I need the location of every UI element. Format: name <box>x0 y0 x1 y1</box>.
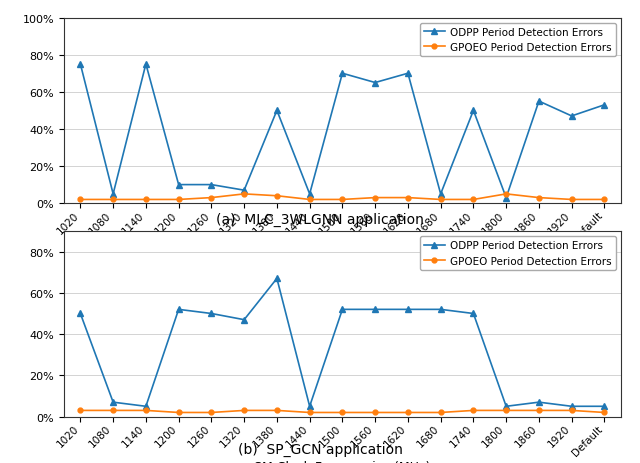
ODPP Period Detection Errors <box>404 71 412 77</box>
ODPP Period Detection Errors <box>207 311 215 317</box>
ODPP Period Detection Errors <box>240 188 248 194</box>
GPOEO Period Detection Errors <box>306 410 314 415</box>
X-axis label: SM Clock Frequencies (MHz): SM Clock Frequencies (MHz) <box>254 460 431 463</box>
GPOEO Period Detection Errors <box>371 410 379 415</box>
GPOEO Period Detection Errors <box>109 197 117 203</box>
GPOEO Period Detection Errors <box>207 410 215 415</box>
GPOEO Period Detection Errors <box>404 195 412 201</box>
Line: GPOEO Period Detection Errors: GPOEO Period Detection Errors <box>78 192 607 202</box>
ODPP Period Detection Errors <box>175 307 182 313</box>
ODPP Period Detection Errors <box>77 62 84 68</box>
ODPP Period Detection Errors <box>142 404 150 409</box>
ODPP Period Detection Errors <box>568 114 575 119</box>
GPOEO Period Detection Errors <box>437 197 445 203</box>
ODPP Period Detection Errors <box>568 404 575 409</box>
ODPP Period Detection Errors <box>207 182 215 188</box>
ODPP Period Detection Errors <box>306 404 314 409</box>
Text: (a)  MLC_3WLGNN application: (a) MLC_3WLGNN application <box>216 213 424 227</box>
GPOEO Period Detection Errors <box>207 195 215 201</box>
ODPP Period Detection Errors <box>600 404 608 409</box>
GPOEO Period Detection Errors <box>470 408 477 413</box>
ODPP Period Detection Errors <box>502 195 510 201</box>
GPOEO Period Detection Errors <box>109 408 117 413</box>
GPOEO Period Detection Errors <box>273 194 281 199</box>
GPOEO Period Detection Errors <box>535 408 543 413</box>
GPOEO Period Detection Errors <box>77 197 84 203</box>
ODPP Period Detection Errors <box>535 400 543 405</box>
ODPP Period Detection Errors <box>437 307 445 313</box>
GPOEO Period Detection Errors <box>404 410 412 415</box>
ODPP Period Detection Errors <box>437 192 445 197</box>
Line: ODPP Period Detection Errors: ODPP Period Detection Errors <box>77 276 607 409</box>
GPOEO Period Detection Errors <box>339 197 346 203</box>
GPOEO Period Detection Errors <box>437 410 445 415</box>
GPOEO Period Detection Errors <box>77 408 84 413</box>
ODPP Period Detection Errors <box>339 307 346 313</box>
Legend: ODPP Period Detection Errors, GPOEO Period Detection Errors: ODPP Period Detection Errors, GPOEO Peri… <box>420 24 616 57</box>
ODPP Period Detection Errors <box>470 311 477 317</box>
Legend: ODPP Period Detection Errors, GPOEO Period Detection Errors: ODPP Period Detection Errors, GPOEO Peri… <box>420 237 616 270</box>
ODPP Period Detection Errors <box>273 108 281 114</box>
ODPP Period Detection Errors <box>175 182 182 188</box>
GPOEO Period Detection Errors <box>502 408 510 413</box>
ODPP Period Detection Errors <box>240 317 248 323</box>
ODPP Period Detection Errors <box>600 103 608 108</box>
GPOEO Period Detection Errors <box>142 408 150 413</box>
GPOEO Period Detection Errors <box>240 408 248 413</box>
GPOEO Period Detection Errors <box>568 408 575 413</box>
GPOEO Period Detection Errors <box>142 197 150 203</box>
GPOEO Period Detection Errors <box>502 192 510 197</box>
ODPP Period Detection Errors <box>502 404 510 409</box>
ODPP Period Detection Errors <box>109 192 117 197</box>
GPOEO Period Detection Errors <box>568 197 575 203</box>
ODPP Period Detection Errors <box>404 307 412 313</box>
GPOEO Period Detection Errors <box>240 192 248 197</box>
ODPP Period Detection Errors <box>339 71 346 77</box>
GPOEO Period Detection Errors <box>600 197 608 203</box>
ODPP Period Detection Errors <box>273 276 281 282</box>
GPOEO Period Detection Errors <box>306 197 314 203</box>
ODPP Period Detection Errors <box>142 62 150 68</box>
ODPP Period Detection Errors <box>371 307 379 313</box>
X-axis label: SM Clock Frequencies (MHz): SM Clock Frequencies (MHz) <box>254 247 431 260</box>
GPOEO Period Detection Errors <box>175 197 182 203</box>
GPOEO Period Detection Errors <box>339 410 346 415</box>
ODPP Period Detection Errors <box>470 108 477 114</box>
GPOEO Period Detection Errors <box>535 195 543 201</box>
GPOEO Period Detection Errors <box>470 197 477 203</box>
Line: GPOEO Period Detection Errors: GPOEO Period Detection Errors <box>78 408 607 415</box>
GPOEO Period Detection Errors <box>600 410 608 415</box>
GPOEO Period Detection Errors <box>273 408 281 413</box>
Line: ODPP Period Detection Errors: ODPP Period Detection Errors <box>77 62 607 201</box>
GPOEO Period Detection Errors <box>371 195 379 201</box>
ODPP Period Detection Errors <box>77 311 84 317</box>
GPOEO Period Detection Errors <box>175 410 182 415</box>
ODPP Period Detection Errors <box>535 99 543 105</box>
ODPP Period Detection Errors <box>109 400 117 405</box>
Text: (b)  SP_GCN application: (b) SP_GCN application <box>237 442 403 456</box>
ODPP Period Detection Errors <box>306 192 314 197</box>
ODPP Period Detection Errors <box>371 81 379 86</box>
